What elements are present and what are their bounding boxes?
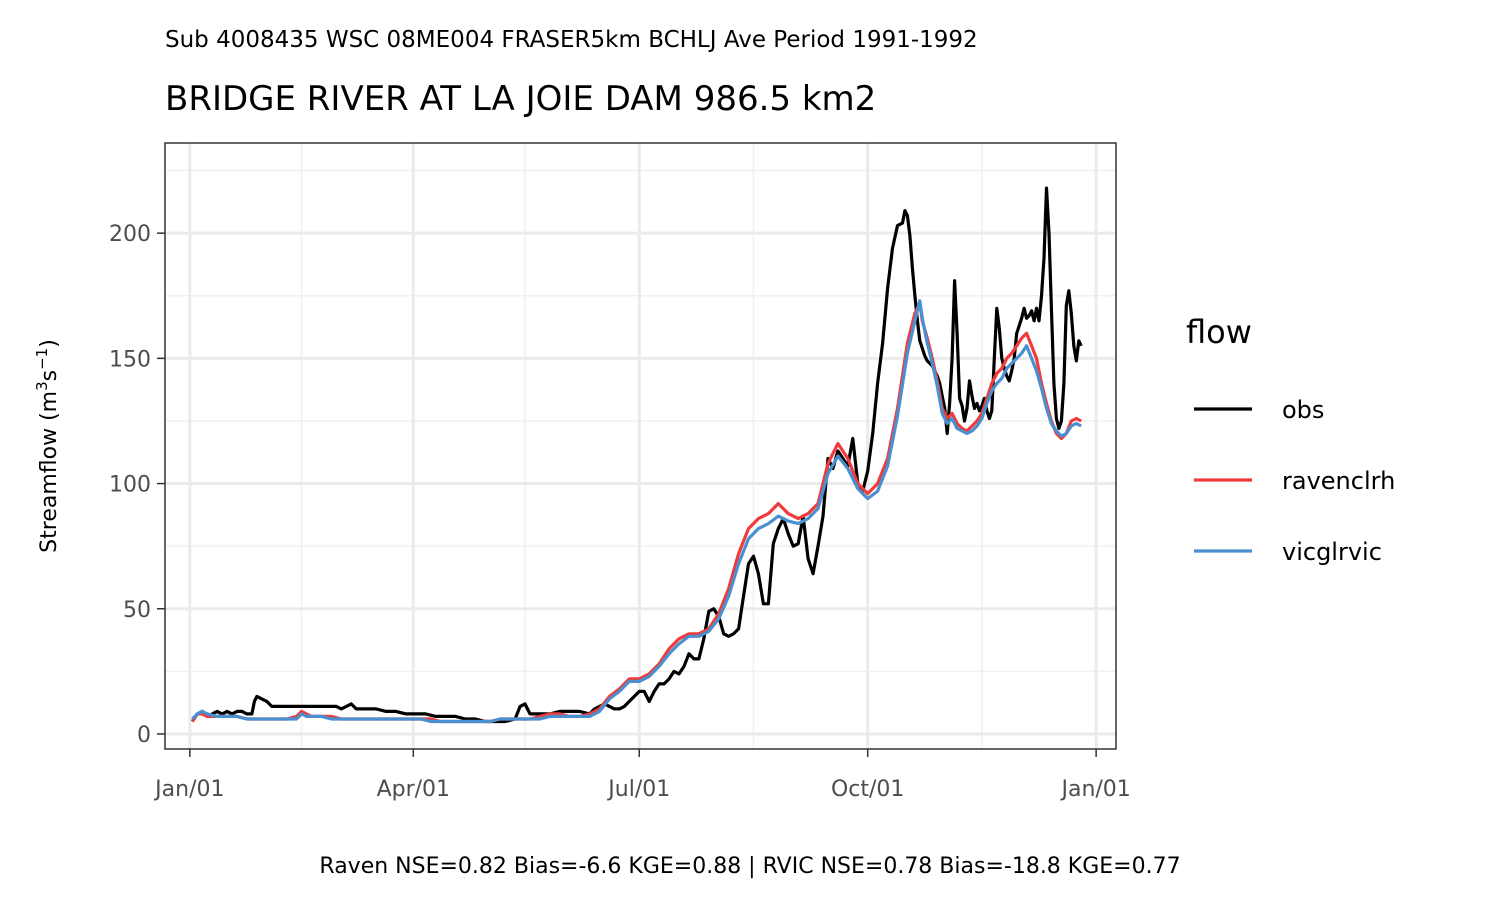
series-line-vicglrvic — [191, 299, 1082, 724]
x-tick-label: Jul/01 — [606, 777, 670, 802]
legend-title: flow — [1186, 313, 1252, 351]
legend-label-obs: obs — [1282, 396, 1324, 424]
x-tick-label: Jan/01 — [153, 777, 224, 802]
x-tick-label: Apr/01 — [377, 777, 450, 802]
y-tick-label: 150 — [109, 347, 151, 372]
chart-title: BRIDGE RIVER AT LA JOIE DAM 986.5 km2 — [165, 79, 876, 119]
x-tick-label: Oct/01 — [831, 777, 904, 802]
chart-subtitle: Sub 4008435 WSC 08ME004 FRASER5km BCHLJ … — [165, 27, 978, 53]
y-tick-label: 50 — [123, 598, 151, 623]
legend-label-vicglrvic: vicglrvic — [1282, 538, 1382, 566]
y-tick-label: 0 — [137, 723, 151, 748]
chart-caption: Raven NSE=0.82 Bias=-6.6 KGE=0.88 | RVIC… — [319, 854, 1180, 879]
x-tick-label: Jan/01 — [1059, 777, 1130, 802]
legend-label-ravenclrh: ravenclrh — [1282, 467, 1395, 495]
series-lines — [190, 186, 1083, 724]
y-tick-label: 200 — [109, 222, 151, 247]
plot-border — [164, 142, 1117, 750]
axis-ticks — [157, 232, 1097, 757]
legend: flow obs ravenclrh vicglrvic — [1186, 313, 1395, 566]
y-axis-label: Streamflow (m3s−1) — [33, 339, 62, 553]
major-gridlines — [165, 143, 1116, 749]
y-tick-label: 100 — [109, 473, 151, 498]
tick-labels: Jan/01 Apr/01 Jul/01 Oct/01 Jan/01 0 50 100 150 2… — [109, 222, 1131, 802]
